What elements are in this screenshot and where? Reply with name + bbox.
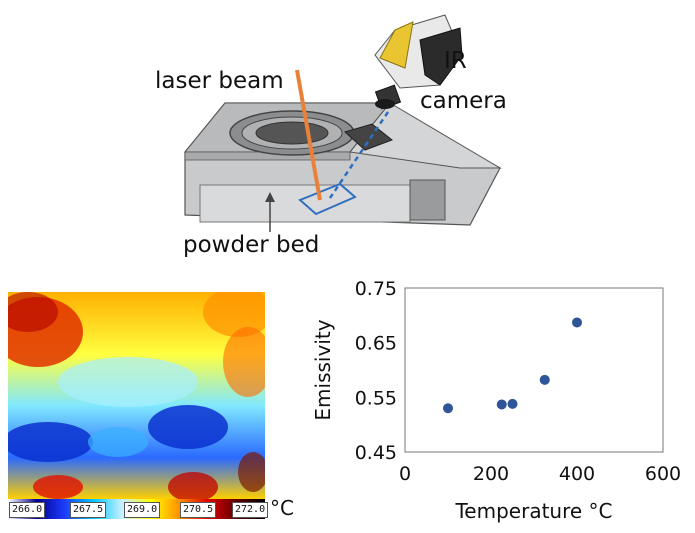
colorbar-tick-3: 270.5 (180, 502, 217, 518)
thermal-image (8, 292, 265, 499)
powder-bed-area (298, 182, 357, 216)
colorbar-unit: °C (270, 496, 294, 520)
data-point (496, 399, 507, 410)
y-tick-label: 0.65 (355, 333, 397, 355)
y-tick-label: 0.75 (355, 278, 397, 300)
y-axis-ticks: 0.45 0.55 0.65 0.75 (355, 278, 397, 464)
y-axis-label: Emissivity (311, 319, 335, 420)
x-tick-label: 400 (559, 463, 595, 485)
x-axis-label: Temperature °C (454, 499, 612, 523)
colorbar-tick-4: 272.0 (232, 502, 269, 518)
ir-camera-label-line2: camera (420, 88, 507, 114)
data-point (539, 374, 550, 385)
powder-bed-label: powder bed (183, 232, 320, 258)
camera-window (344, 123, 394, 151)
data-points (443, 317, 582, 414)
data-point (443, 403, 453, 414)
data-point (572, 317, 582, 328)
x-tick-label: 600 (645, 463, 681, 485)
machine-diagram (183, 14, 502, 232)
build-plate-ring (229, 110, 355, 156)
x-tick-label: 0 (399, 463, 411, 485)
colorbar-tick-1: 267.5 (70, 502, 107, 518)
y-tick-label: 0.55 (355, 387, 397, 409)
x-tick-label: 200 (473, 463, 509, 485)
colorbar-tick-2: 269.0 (124, 502, 161, 518)
colorbar-tick-0: 266.0 (9, 502, 46, 518)
data-point (507, 398, 518, 409)
x-axis-ticks: 0 200 400 600 (399, 463, 681, 485)
plot-frame (404, 287, 664, 453)
y-tick-label: 0.45 (355, 442, 397, 464)
emissivity-chart: 0.45 0.55 0.65 0.75 0 200 400 600 Temperature … (311, 278, 681, 523)
ir-camera (374, 14, 463, 110)
laser-beam-label: laser beam (155, 68, 284, 94)
laser-beam (295, 69, 322, 201)
powder-bed-pointer (265, 192, 275, 232)
ir-camera-label-line1: IR (444, 48, 467, 74)
